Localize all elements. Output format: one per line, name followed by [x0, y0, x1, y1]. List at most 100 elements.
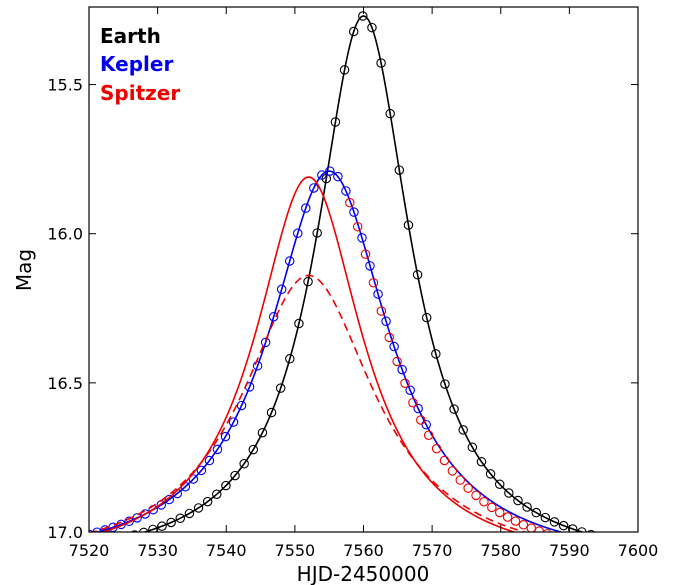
data-point-spitzer [352, 221, 363, 232]
x-axis-title: HJD-2450000 [297, 562, 430, 585]
y-tick-label: 16.5 [47, 374, 83, 393]
data-point-earth [513, 495, 523, 506]
data-point-kepler [349, 207, 359, 217]
y-tick-label: 15.5 [47, 76, 83, 95]
data-point-spitzer [384, 332, 394, 343]
data-point-earth [412, 269, 423, 280]
data-point-kepler [405, 385, 415, 395]
data-point-kepler [268, 311, 279, 322]
data-point-earth [193, 503, 204, 513]
data-point-earth [257, 427, 268, 438]
data-point-spitzer [502, 512, 513, 522]
series-line-kepler [94, 170, 564, 532]
data-point-spitzer [510, 516, 521, 526]
data-point-kepler [325, 166, 335, 176]
data-point-kepler [228, 417, 239, 427]
data-point-kepler [357, 233, 367, 243]
data-point-kepler [365, 261, 375, 271]
data-point-earth [385, 108, 395, 119]
data-point-spitzer [463, 483, 473, 493]
y-tick-label: 17.0 [47, 523, 83, 542]
data-point-earth [239, 458, 249, 469]
data-point-kepler [301, 203, 311, 213]
data-point-spitzer [487, 502, 497, 513]
data-point-spitzer [479, 496, 489, 507]
data-point-spitzer [598, 543, 606, 551]
data-point-earth [212, 489, 222, 499]
data-point-earth [567, 524, 578, 532]
data-point-earth [248, 444, 259, 455]
data-point-spitzer [526, 523, 537, 532]
data-point-earth [275, 383, 286, 393]
data-point-kepler [252, 361, 263, 371]
data-point-spitzer [400, 378, 410, 388]
data-point-spitzer [447, 466, 458, 476]
data-point-kepler [309, 183, 319, 193]
series-line-earth [142, 15, 585, 532]
data-point-earth [485, 469, 496, 479]
data-point-spitzer [494, 507, 505, 518]
legend-entry-earth: Earth [100, 24, 161, 48]
data-point-kepler [397, 364, 407, 375]
series-line-spitzer [90, 274, 528, 532]
data-point-earth [494, 479, 505, 489]
data-point-kepler [381, 316, 391, 326]
data-point-earth [348, 26, 359, 37]
x-tick-label: 7560 [343, 541, 384, 560]
x-tick-label: 7520 [69, 541, 110, 560]
data-point-earth [431, 349, 441, 359]
legend-entry-kepler: Kepler [100, 52, 173, 76]
data-point-earth [394, 165, 405, 175]
data-point-earth [358, 11, 368, 21]
data-point-spitzer [471, 490, 481, 501]
data-point-earth [467, 442, 478, 452]
data-point-earth [330, 117, 341, 127]
data-point-earth [587, 529, 595, 532]
x-tick-label: 7530 [137, 541, 178, 560]
data-point-kepler [140, 509, 150, 519]
data-point-spitzer [345, 197, 355, 208]
x-tick-label: 7590 [549, 541, 590, 560]
data-point-kepler [293, 228, 303, 239]
data-point-earth [458, 425, 468, 435]
data-point-earth [166, 517, 176, 528]
data-point-kepler [220, 431, 231, 442]
data-point-spitzer [534, 526, 544, 532]
data-point-earth [139, 527, 149, 532]
data-point-kepler [389, 341, 399, 352]
data-point-spitzer [408, 397, 418, 408]
data-point-spitzer [439, 455, 450, 466]
x-tick-label: 7580 [480, 541, 521, 560]
y-axis-title: Mag [12, 249, 36, 291]
data-point-kepler [196, 465, 207, 476]
data-point-spitzer [416, 415, 426, 425]
data-point-kepler [236, 400, 247, 411]
data-point-kepler [333, 171, 343, 182]
data-point-earth [605, 535, 613, 543]
y-axis: 15.5 16.0 16.5 17.0 [47, 76, 638, 542]
data-point-spitzer [542, 529, 552, 532]
data-point-earth [130, 530, 139, 532]
data-point-earth [339, 65, 350, 75]
data-point-earth [367, 22, 377, 33]
data-point-kepler [204, 455, 215, 466]
data-point-spitzer [590, 542, 598, 550]
data-point-spitzer [552, 531, 557, 532]
data-point-earth [175, 513, 186, 523]
data-point-earth [202, 496, 213, 507]
data-point-earth [596, 533, 604, 541]
data-point-earth [184, 508, 195, 519]
data-point-earth [294, 318, 304, 329]
data-point-kepler [212, 444, 223, 455]
data-point-spitzer [606, 545, 614, 553]
data-point-earth [440, 379, 450, 389]
x-axis: 7520 7530 7540 7550 7560 7570 7580 7590 7600 [69, 7, 658, 560]
data-point-spitzer [392, 356, 402, 367]
data-point-earth [476, 456, 487, 467]
legend-entry-spitzer: Spitzer [100, 81, 180, 105]
data-point-earth [312, 228, 322, 238]
x-tick-label: 7540 [206, 541, 247, 560]
data-point-earth [421, 312, 432, 323]
series-line-spitzer [100, 176, 517, 532]
